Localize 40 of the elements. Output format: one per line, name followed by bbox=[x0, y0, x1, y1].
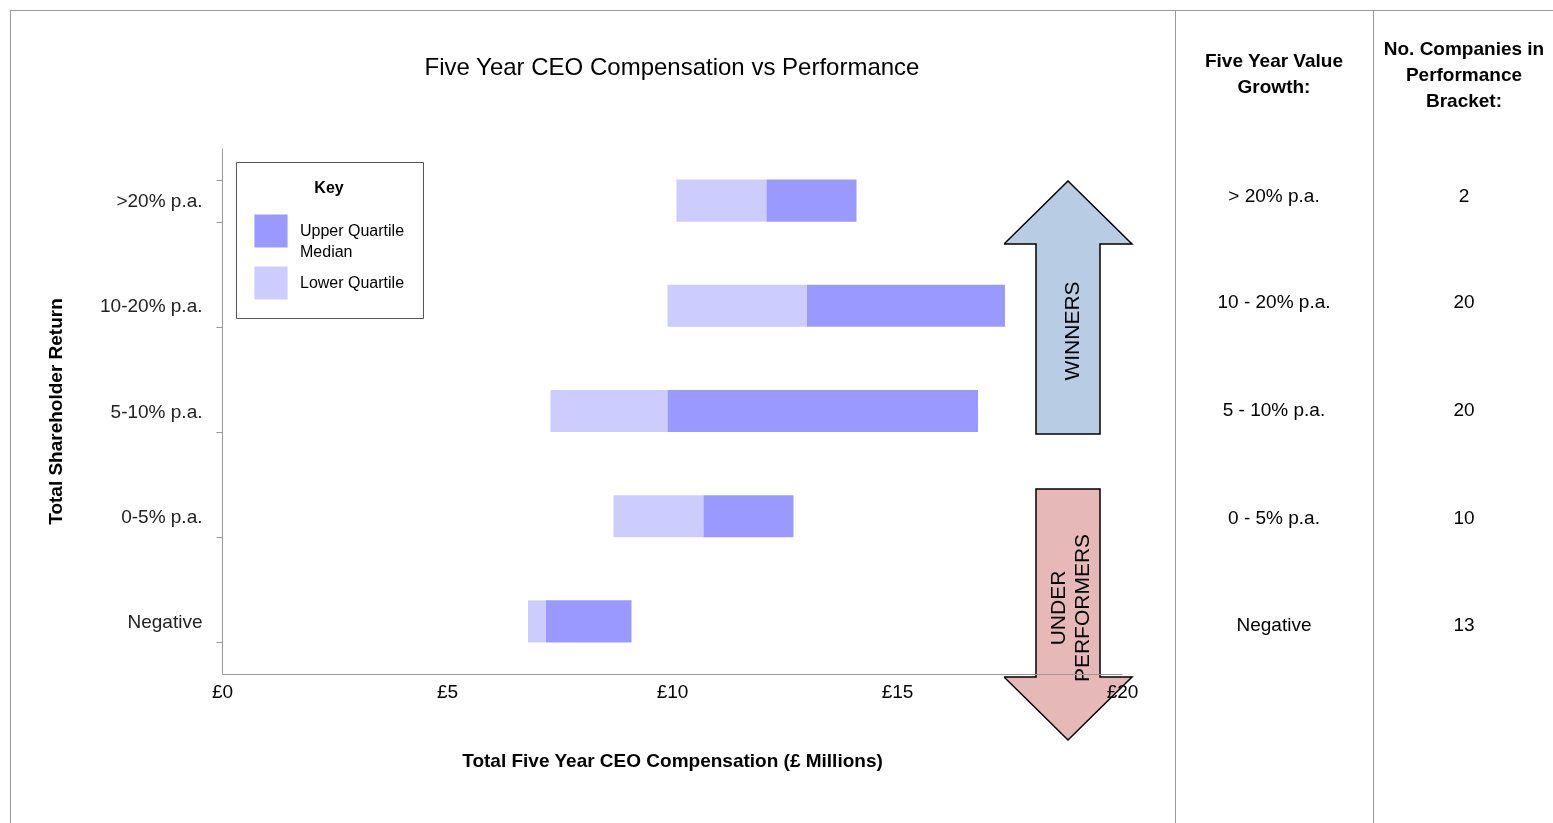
bar bbox=[807, 284, 1005, 327]
text: 2 bbox=[1457, 185, 1471, 207]
bar bbox=[676, 179, 767, 222]
y-tick-label: 5-10% p.a. bbox=[110, 400, 203, 422]
text: 0 - 5% p.a. bbox=[1227, 507, 1321, 529]
bar bbox=[550, 389, 668, 433]
annotation: UNDER PERFORMERS bbox=[1046, 532, 1094, 685]
x-axis-title: Total Five Year CEO Compensation (£ Millions) bbox=[462, 749, 883, 771]
bar bbox=[667, 389, 978, 433]
text: Negative bbox=[1235, 614, 1313, 636]
text: No. Companies in Performance Bracket: bbox=[1382, 37, 1546, 113]
text: 10 bbox=[1452, 507, 1476, 529]
text: 10 - 20% p.a. bbox=[1216, 291, 1332, 313]
y-axis-title: Total Shareholder Return bbox=[45, 298, 67, 525]
text: 13 bbox=[1452, 614, 1476, 636]
text: > 20% p.a. bbox=[1227, 185, 1321, 207]
bar bbox=[528, 600, 546, 643]
bar bbox=[546, 600, 632, 643]
legend-label: Upper Quartile bbox=[300, 222, 405, 239]
text: 20 bbox=[1452, 399, 1476, 421]
x-tick-label: £0 bbox=[211, 680, 234, 702]
x-tick-label: £5 bbox=[436, 680, 459, 702]
legend-label: Lower Quartile bbox=[300, 274, 405, 291]
y-tick-label: 0-5% p.a. bbox=[121, 505, 203, 527]
bar bbox=[766, 179, 857, 222]
bar bbox=[703, 495, 794, 538]
x-tick-label: £15 bbox=[881, 680, 914, 702]
x-tick-label: £10 bbox=[656, 680, 689, 702]
y-tick-label: Negative bbox=[127, 610, 203, 632]
bar bbox=[667, 284, 807, 327]
text: 20 bbox=[1452, 291, 1476, 313]
annotation: WINNERS bbox=[1060, 280, 1084, 383]
bar bbox=[613, 495, 704, 538]
y-tick-label: 10-20% p.a. bbox=[100, 295, 203, 317]
text: 5 - 10% p.a. bbox=[1221, 399, 1327, 421]
text: Five Year Value Growth: bbox=[1204, 49, 1344, 99]
legend-title: Key bbox=[314, 179, 344, 196]
chart-title: Five Year CEO Compensation vs Performance bbox=[424, 53, 920, 80]
y-tick-label: >20% p.a. bbox=[116, 190, 203, 212]
annotation: Median bbox=[300, 243, 353, 261]
